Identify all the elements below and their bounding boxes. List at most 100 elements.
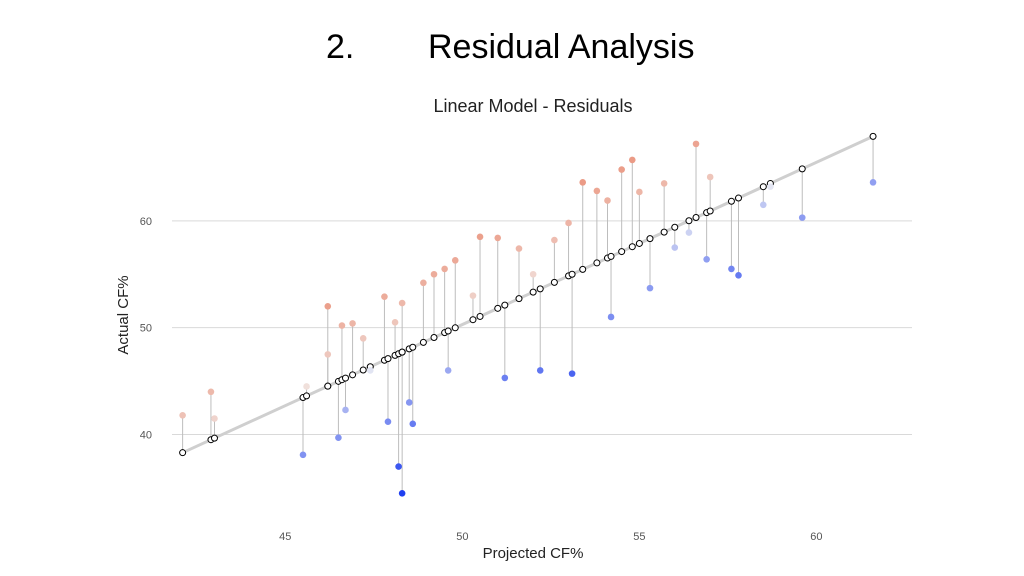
actual-point [618, 166, 625, 173]
actual-point [324, 303, 332, 310]
projected-point [476, 312, 484, 320]
x-axis-label: Projected CF% [483, 545, 584, 562]
actual-point [759, 201, 767, 209]
projected-point [349, 371, 357, 379]
actual-point [384, 418, 392, 425]
projected-point [706, 207, 714, 215]
projected-point [536, 285, 544, 293]
actual-point [636, 188, 643, 196]
projected-point [727, 197, 735, 205]
actual-point [366, 367, 374, 374]
projected-point [759, 183, 767, 191]
x-tick-label: 60 [810, 531, 822, 543]
y-axis-label: Actual CF% [115, 275, 132, 354]
projected-point [210, 434, 218, 442]
actual-point [476, 233, 484, 241]
actual-point [211, 415, 218, 422]
actual-point [207, 388, 215, 396]
actual-point [179, 411, 186, 419]
projected-point [735, 194, 743, 202]
actual-point [359, 335, 367, 342]
actual-point [529, 270, 537, 278]
actual-point [335, 434, 342, 442]
projected-point [798, 165, 806, 173]
projected-point [515, 295, 523, 303]
projected-point [409, 343, 417, 351]
actual-point [593, 187, 601, 195]
actual-point [703, 255, 710, 263]
gridlines [172, 220, 912, 436]
actual-point [735, 272, 742, 279]
projected-point [618, 248, 626, 256]
projected-point [451, 324, 459, 332]
actual-point [391, 319, 399, 326]
actual-point [660, 180, 668, 187]
projected-point [359, 366, 367, 374]
projected-point [444, 327, 452, 335]
x-tick-label: 50 [456, 531, 468, 543]
x-tick-label: 45 [279, 531, 291, 543]
projected-point [568, 270, 576, 278]
actual-point [536, 367, 544, 374]
actual-point [405, 399, 413, 406]
chart-title: Linear Model - Residuals [433, 96, 632, 116]
actual-point [409, 420, 417, 428]
actual-point [706, 173, 714, 181]
actual-point [451, 257, 459, 264]
actual-point [551, 236, 558, 244]
projected-point [646, 235, 654, 243]
actual-point [501, 374, 509, 382]
y-tick-label: 50 [140, 323, 152, 335]
axis-ticks: 40 50 60 45 50 55 60 [140, 216, 823, 543]
actual-point [381, 293, 388, 300]
actual-point [579, 179, 587, 186]
actual-point [646, 284, 654, 292]
projected-point [501, 301, 509, 309]
projected-point [303, 392, 311, 400]
y-tick-label: 40 [140, 430, 152, 442]
actual-point [444, 367, 452, 374]
projected-point [179, 449, 187, 457]
actual-point [398, 489, 406, 497]
projected-point [550, 278, 558, 286]
projected-point [529, 288, 537, 296]
y-tick-label: 60 [140, 216, 152, 228]
projected-point [660, 228, 668, 236]
actual-point [338, 322, 346, 329]
actual-point [728, 265, 735, 273]
actual-point [767, 183, 774, 190]
projected-point [628, 243, 636, 251]
slide-heading: Residual Analysis [428, 28, 695, 66]
actual-point [349, 320, 356, 327]
actual-point [604, 197, 611, 204]
actual-point [515, 245, 523, 252]
projected-point [692, 214, 700, 222]
slide-title: 2. Residual Analysis [0, 28, 1024, 78]
actual-point [469, 292, 477, 299]
projected-point [593, 259, 601, 267]
fit-line-group [181, 134, 875, 455]
projected-point [419, 338, 427, 346]
actual-point [628, 156, 636, 164]
actual-point [565, 219, 572, 227]
fit-line [181, 134, 875, 455]
actual-point [395, 463, 402, 470]
projected-point [469, 316, 477, 324]
projected-point [671, 223, 679, 231]
actual-point [324, 351, 332, 358]
actual-point [342, 406, 349, 414]
projected-point [398, 348, 406, 356]
projected-point [494, 304, 502, 312]
projected-point [869, 132, 877, 140]
actual-point [607, 313, 615, 321]
actual-point [685, 229, 693, 236]
projected-point [579, 265, 587, 273]
projected-point [384, 355, 392, 363]
actual-point [494, 234, 502, 242]
actual-point [869, 179, 877, 186]
projected-point [607, 252, 615, 260]
projected-point [324, 382, 332, 390]
projected-point [430, 334, 438, 342]
actual-point [430, 270, 438, 278]
